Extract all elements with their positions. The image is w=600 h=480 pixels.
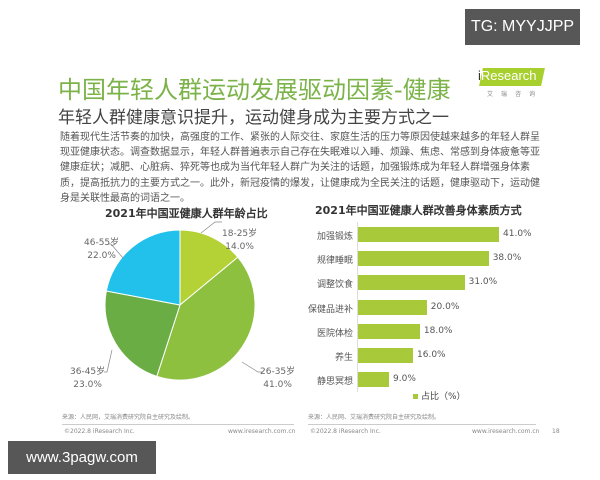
- bar-category-label: 养生: [334, 353, 353, 363]
- bar-value-label: 16.0%: [417, 350, 446, 360]
- bar-chart-title: 2021年中国亚健康人群改善身体素质方式: [315, 204, 522, 217]
- pie-label-name: 46-55岁: [84, 238, 120, 248]
- bar: [358, 251, 489, 267]
- leader-line-26-35: [241, 361, 262, 373]
- url-right: www.iresearch.com.cn: [472, 428, 540, 435]
- body-paragraph: 随着现代生活节奏的加快，高强度的工作、紧张的人际交往、家庭生活的压力等原因使越来…: [60, 132, 540, 204]
- footer-divider-left: [62, 424, 294, 425]
- pie-label-value: 14.0%: [225, 242, 254, 252]
- bar: [358, 299, 427, 315]
- legend-swatch: [413, 394, 418, 399]
- copyright-left: ©2022.8 iResearch Inc.: [64, 428, 135, 435]
- pie-label-18-25: 18-25岁 14.0%: [222, 228, 257, 254]
- bar: [358, 275, 465, 291]
- bar-category-label: 静思冥想: [316, 377, 353, 388]
- pie-label-name: 26-35岁: [260, 367, 296, 377]
- bar: [358, 227, 499, 242]
- bar: [358, 372, 389, 388]
- page-number: 18: [552, 428, 560, 435]
- leader-line-36-45: [104, 349, 113, 373]
- bar-category-label: 医院体检: [316, 328, 353, 339]
- pie-label-name: 18-25岁: [222, 229, 258, 239]
- logo-research: Research: [480, 68, 537, 83]
- watermark-badge-bottom: www.3pagw.com: [8, 441, 156, 474]
- bar-value-label: 31.0%: [468, 277, 498, 288]
- url-left: www.iresearch.com.cn: [228, 428, 296, 435]
- source-note-right: 来源：人民网、艾瑞消费研究院自主研究及绘制。: [308, 414, 441, 421]
- footer-divider-right: [308, 424, 536, 425]
- bar-category-label: 调整饮食: [316, 280, 353, 291]
- pie-label-26-35: 26-35岁 41.0%: [260, 366, 295, 392]
- pie-slice: [105, 229, 181, 306]
- bar-value-label: 38.0%: [492, 253, 522, 264]
- leader-line-18-25: [200, 221, 222, 234]
- pie-slice: [179, 229, 239, 307]
- pie-slices: [104, 229, 256, 381]
- pie-slice: [156, 256, 256, 381]
- legend-label: 占比（%）: [421, 392, 466, 402]
- logo-i: i: [478, 68, 481, 83]
- bar-value-label: 9.0%: [393, 374, 416, 385]
- pie-label-value: 41.0%: [263, 380, 292, 390]
- bar-category-label: 保健品进补: [307, 304, 353, 315]
- pie-chart-title: 2021年中国亚健康人群年龄占比: [105, 207, 268, 220]
- logo-wordmark: iResearch: [478, 68, 537, 83]
- watermark-badge-top: TG: MYYJJPP: [465, 9, 580, 45]
- pie-label-46-55: 46-55岁 22.0%: [84, 237, 119, 263]
- pie-label-value: 22.0%: [87, 251, 116, 261]
- pie-slice: [104, 290, 181, 377]
- leader-line-46-55: [108, 243, 124, 259]
- page-title: 中国年轻人群运动发展驱动因素-健康: [58, 76, 451, 104]
- bar-category-label: 规律睡眠: [316, 256, 353, 267]
- bar-category-label: 加强锻炼: [316, 232, 353, 242]
- bar: [358, 323, 420, 339]
- bar-value-label: 18.0%: [423, 325, 453, 336]
- iresearch-logo: iResearch 艾瑞咨询: [475, 68, 555, 100]
- pie-label-name: 36-45岁: [70, 367, 106, 377]
- bar-chart-axis: [357, 222, 358, 392]
- page-subtitle: 年轻人群健康意识提升，运动健身成为主要方式之一: [58, 108, 449, 128]
- logo-chinese: 艾瑞咨询: [487, 91, 544, 98]
- pie-label-value: 23.0%: [73, 380, 102, 390]
- pie-label-36-45: 36-45岁 23.0%: [70, 366, 105, 392]
- copyright-right: ©2022.8 iResearch Inc.: [310, 428, 381, 435]
- bar-value-label: 20.0%: [430, 301, 460, 312]
- bar-chart-legend: 占比（%）: [413, 389, 466, 402]
- source-note-left: 来源：人民网，艾瑞消费研究院自主研究及绘制。: [62, 414, 195, 421]
- bar: [358, 348, 413, 363]
- bar-value-label: 41.0%: [503, 229, 532, 239]
